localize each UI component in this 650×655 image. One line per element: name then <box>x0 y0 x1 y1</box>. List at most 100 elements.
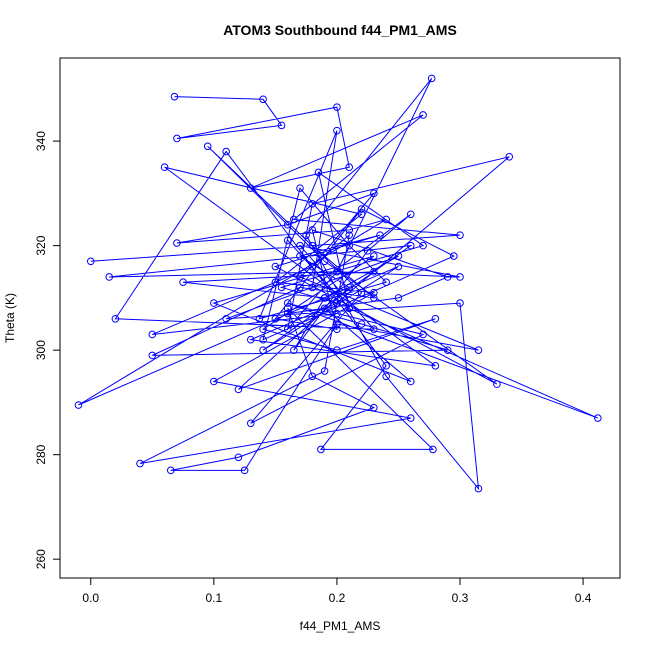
data-point <box>370 267 378 276</box>
data-point <box>345 241 354 250</box>
data-point <box>277 283 286 292</box>
data-point <box>357 205 366 213</box>
data-point <box>283 299 292 307</box>
data-point <box>210 377 218 386</box>
data-point <box>283 304 292 313</box>
data-point <box>419 111 427 119</box>
data-point <box>234 385 243 394</box>
data-point <box>394 262 403 271</box>
data-point <box>333 320 341 328</box>
data-point <box>406 414 415 422</box>
data-point <box>314 168 323 177</box>
data-point <box>308 262 317 271</box>
data-point <box>333 126 341 135</box>
data-point <box>170 92 179 101</box>
y-tick-label: 320 <box>34 235 48 255</box>
data-point <box>148 330 157 339</box>
data-point <box>443 346 452 354</box>
data-point <box>419 241 427 250</box>
data-point <box>376 231 384 239</box>
data-point <box>427 74 436 83</box>
data-point <box>333 309 341 318</box>
data-point <box>333 325 341 334</box>
data-point <box>74 401 83 409</box>
y-tick-label: 340 <box>34 131 48 151</box>
data-point <box>382 362 390 370</box>
data-point <box>148 351 157 360</box>
data-point <box>296 283 304 292</box>
data-point <box>246 419 255 428</box>
data-point <box>271 314 280 323</box>
data-point <box>505 152 514 161</box>
data-point <box>259 335 267 344</box>
data-point <box>450 252 458 260</box>
data-point <box>160 163 169 172</box>
data-point <box>333 103 341 111</box>
data-point <box>308 241 317 250</box>
data-point <box>296 241 304 250</box>
data-point <box>166 466 175 475</box>
data-point <box>456 273 464 281</box>
data-point <box>136 459 144 468</box>
data-point <box>394 252 403 260</box>
y-tick-label: 260 <box>34 549 48 569</box>
data-point <box>296 273 304 281</box>
data-point <box>179 278 187 287</box>
data-point <box>246 335 255 344</box>
y-tick-label: 300 <box>34 340 48 360</box>
data-point <box>474 484 483 493</box>
data-point <box>394 294 403 302</box>
data-point <box>283 236 292 245</box>
data-point <box>320 257 329 266</box>
data-point <box>363 247 372 255</box>
data-point <box>419 330 427 339</box>
data-point <box>431 362 440 370</box>
plot-frame <box>59 57 621 579</box>
data-point <box>370 288 378 297</box>
data-point <box>456 231 464 239</box>
data-point <box>271 278 280 287</box>
x-tick-label: 0.1 <box>206 591 223 605</box>
data-point <box>333 346 341 354</box>
data-point <box>370 325 378 334</box>
data-point <box>234 453 243 462</box>
data-point <box>333 267 341 276</box>
data-point <box>111 314 120 323</box>
data-point <box>222 147 230 156</box>
data-point <box>296 252 304 260</box>
data-point <box>290 215 298 224</box>
data-line <box>78 78 599 491</box>
data-point <box>222 314 230 323</box>
data-point <box>406 241 415 250</box>
data-point <box>296 184 304 192</box>
data-point <box>259 325 267 334</box>
data-point <box>406 210 415 219</box>
data-point <box>277 121 286 130</box>
data-point <box>345 304 354 313</box>
data-point <box>345 163 354 172</box>
data-point <box>456 299 464 307</box>
data-point <box>345 226 354 234</box>
data-point <box>246 184 255 192</box>
data-point <box>333 299 341 307</box>
data-point <box>283 325 292 334</box>
data-point <box>370 403 378 412</box>
data-point <box>370 252 378 260</box>
data-point <box>320 294 329 302</box>
data-point <box>320 367 329 375</box>
data-point <box>283 309 292 318</box>
data-point <box>105 273 114 281</box>
data-point <box>493 380 501 388</box>
data-point <box>357 288 366 297</box>
data-point <box>290 346 298 354</box>
data-point <box>86 257 95 266</box>
x-tick-label: 0.2 <box>329 591 346 605</box>
data-point <box>345 231 354 239</box>
data-point <box>203 142 212 151</box>
chart-title: ATOM3 Southbound f44_PM1_AMS <box>223 22 457 38</box>
x-tick-label: 0.0 <box>82 591 99 605</box>
x-axis-label: f44_PM1_AMS <box>300 619 381 633</box>
data-point <box>308 283 317 292</box>
data-point <box>173 239 181 247</box>
